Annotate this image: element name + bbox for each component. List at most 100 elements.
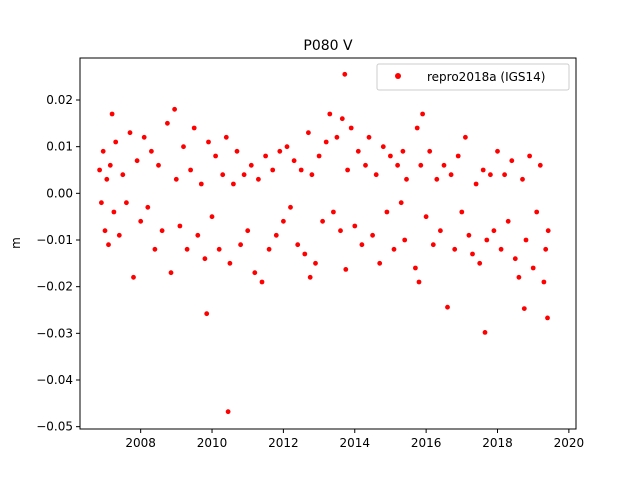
data-point-72 (327, 111, 333, 117)
data-point-126 (502, 172, 507, 178)
x-tick-label-1: 2010 (197, 436, 228, 450)
data-point-41 (223, 134, 229, 140)
data-point-12 (124, 200, 129, 206)
data-point-118 (477, 260, 483, 266)
data-point-130 (516, 274, 522, 280)
data-point-33 (198, 181, 204, 187)
data-point-76 (339, 116, 345, 122)
data-point-99 (414, 125, 420, 131)
data-point-24 (168, 270, 174, 276)
data-point-122 (488, 172, 493, 178)
data-point-139 (543, 246, 549, 252)
data-point-137 (537, 162, 543, 168)
data-point-29 (184, 246, 190, 252)
data-point-40 (220, 172, 226, 178)
y-tick-label-6: −0.04 (36, 373, 73, 387)
x-tick-label-3: 2014 (339, 436, 370, 450)
data-point-132 (521, 306, 527, 311)
data-point-82 (355, 148, 361, 154)
data-point-55 (270, 167, 276, 173)
data-point-6 (107, 162, 113, 168)
data-point-1 (99, 200, 104, 206)
data-point-8 (111, 209, 117, 215)
data-point-136 (534, 209, 540, 215)
data-point-89 (380, 144, 386, 150)
data-point-59 (284, 144, 290, 150)
data-point-103 (423, 214, 429, 220)
data-point-119 (480, 167, 486, 173)
data-point-69 (316, 153, 322, 159)
x-tick-label-6: 2020 (554, 436, 585, 450)
legend: repro2018a (IGS14) (376, 63, 570, 91)
data-point-54 (266, 246, 272, 252)
data-point-58 (281, 218, 286, 224)
data-point-4 (104, 176, 110, 182)
data-point-50 (252, 270, 258, 276)
data-point-30 (188, 167, 194, 173)
y-tick-label-7: −0.05 (36, 420, 73, 434)
data-point-117 (473, 181, 479, 187)
data-point-63 (298, 167, 304, 173)
data-point-141 (545, 228, 551, 234)
chart-title: P080 V (303, 38, 353, 54)
data-point-81 (352, 223, 358, 229)
data-point-102 (420, 111, 425, 117)
data-point-107 (438, 228, 443, 234)
data-point-121 (484, 237, 490, 243)
data-point-62 (295, 242, 301, 248)
data-points (97, 71, 551, 415)
data-point-15 (134, 158, 140, 164)
data-point-10 (116, 232, 122, 238)
data-point-19 (149, 148, 154, 154)
y-tick-label-1: 0.01 (46, 140, 73, 154)
data-point-113 (459, 209, 465, 215)
data-point-44 (231, 181, 236, 187)
data-point-49 (248, 162, 254, 168)
data-point-60 (288, 204, 293, 210)
data-point-129 (512, 256, 518, 262)
data-point-96 (402, 237, 408, 243)
data-point-80 (348, 125, 354, 131)
y-axis: 0.02 0.01 0.00 −0.01 −0.02 −0.03 −0.04 −0.05 (36, 93, 80, 434)
data-point-45 (234, 148, 240, 154)
data-point-0 (97, 167, 102, 173)
data-point-56 (273, 232, 279, 238)
data-point-111 (452, 246, 458, 252)
legend-label: repro2018a (IGS14) (427, 70, 545, 84)
data-point-14 (131, 274, 136, 280)
data-point-127 (505, 218, 511, 224)
data-point-38 (213, 153, 219, 159)
data-point-104 (427, 148, 433, 154)
data-point-115 (466, 232, 472, 238)
data-point-7 (109, 111, 115, 117)
data-point-120 (482, 330, 488, 335)
x-tick-label-4: 2016 (411, 436, 442, 450)
data-point-21 (156, 162, 161, 168)
data-point-31 (191, 125, 197, 131)
data-point-65 (306, 130, 311, 136)
data-point-39 (216, 246, 222, 252)
data-point-20 (152, 246, 158, 252)
plot-frame (79, 57, 577, 430)
data-point-77 (342, 71, 348, 77)
data-point-36 (206, 139, 211, 145)
data-point-95 (400, 148, 406, 154)
data-point-13 (127, 130, 133, 136)
x-tick-label-2: 2012 (268, 436, 299, 450)
data-point-140 (545, 315, 550, 321)
data-point-92 (391, 246, 397, 252)
data-point-83 (359, 242, 365, 248)
data-point-94 (398, 200, 404, 206)
plot-area (79, 57, 577, 430)
data-point-26 (173, 176, 179, 182)
data-point-61 (291, 158, 297, 164)
data-point-35 (204, 311, 210, 317)
data-point-22 (159, 228, 165, 234)
data-point-27 (177, 223, 183, 229)
data-point-52 (259, 279, 265, 285)
data-point-108 (441, 162, 447, 168)
data-point-135 (530, 265, 536, 271)
data-point-16 (138, 218, 144, 224)
data-point-75 (338, 228, 343, 234)
x-tick-label-5: 2018 (482, 436, 513, 450)
